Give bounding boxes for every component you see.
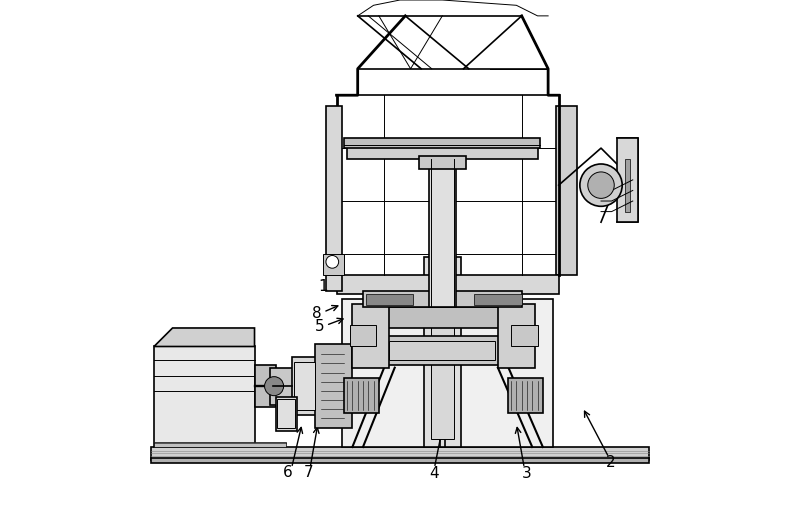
Bar [429,159,455,307]
Bar [498,304,535,368]
Bar [276,397,297,431]
Bar [430,259,454,439]
Text: 3: 3 [522,466,532,481]
Bar [350,325,376,346]
Text: 1: 1 [318,279,328,294]
Text: 5: 5 [314,320,325,334]
Bar [323,254,345,275]
Bar [345,138,540,148]
Polygon shape [154,328,254,346]
Bar [617,138,638,222]
Bar [511,325,538,346]
Bar [278,399,295,428]
Text: 4: 4 [430,466,439,481]
Bar [390,341,495,360]
Bar [347,145,538,159]
Text: 6: 6 [283,465,293,480]
Bar [151,447,649,460]
Bar [376,307,509,328]
Text: 7: 7 [304,465,314,480]
Text: 2: 2 [606,455,615,470]
Bar [509,378,543,413]
Bar [556,106,578,275]
Bar [418,156,466,169]
Bar [151,458,649,463]
Bar [384,336,501,365]
Bar [270,368,294,405]
Bar [154,442,286,447]
Bar [363,291,522,307]
Bar [254,365,276,407]
Bar [345,378,379,413]
Circle shape [265,377,284,396]
Bar [366,294,414,305]
Circle shape [588,172,614,198]
Bar [625,159,630,212]
Bar [337,275,558,294]
Bar [424,257,461,447]
Bar [294,362,315,410]
Circle shape [580,164,622,206]
Bar [474,294,522,305]
Text: 8: 8 [312,306,322,321]
Bar [315,344,352,428]
Bar [154,346,254,447]
Bar [291,357,321,415]
Bar [326,106,342,291]
Bar [352,304,390,368]
Bar [342,299,554,447]
Circle shape [326,256,338,268]
